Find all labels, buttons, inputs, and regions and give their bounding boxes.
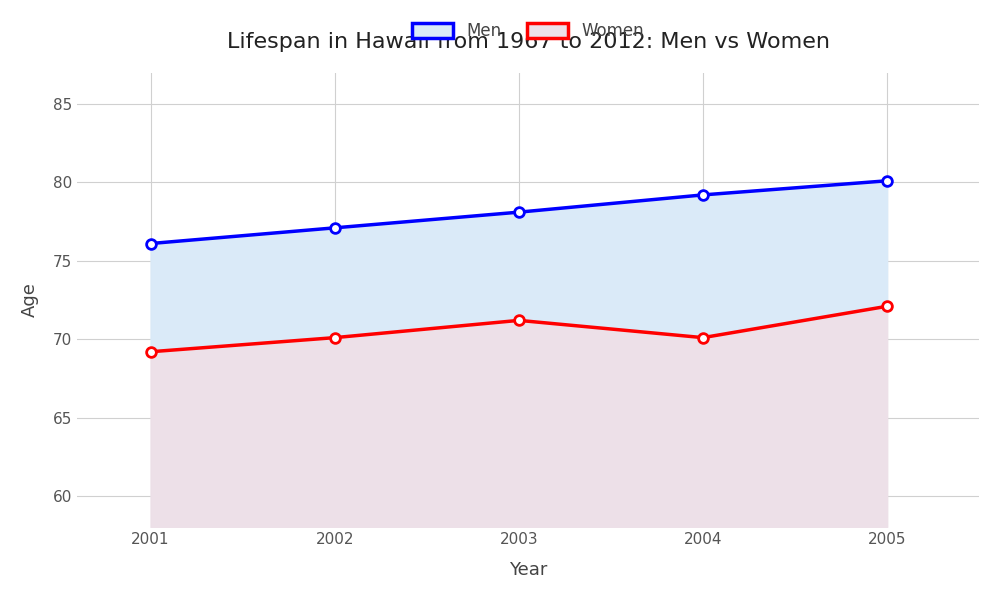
- X-axis label: Year: Year: [509, 561, 547, 579]
- Line: Women: Women: [146, 301, 892, 356]
- Men: [329, 224, 341, 232]
- Men: [145, 240, 157, 247]
- Women: [881, 302, 893, 310]
- Women: [697, 334, 709, 341]
- Line: Men: Men: [146, 176, 892, 248]
- Men: [697, 191, 709, 199]
- Women: [513, 317, 525, 324]
- Women: [145, 348, 157, 355]
- Women: [329, 334, 341, 341]
- Men: [513, 209, 525, 216]
- Y-axis label: Age: Age: [21, 283, 39, 317]
- Men: [881, 177, 893, 184]
- Legend: Men, Women: Men, Women: [412, 22, 644, 40]
- Title: Lifespan in Hawaii from 1967 to 2012: Men vs Women: Lifespan in Hawaii from 1967 to 2012: Me…: [227, 32, 830, 52]
